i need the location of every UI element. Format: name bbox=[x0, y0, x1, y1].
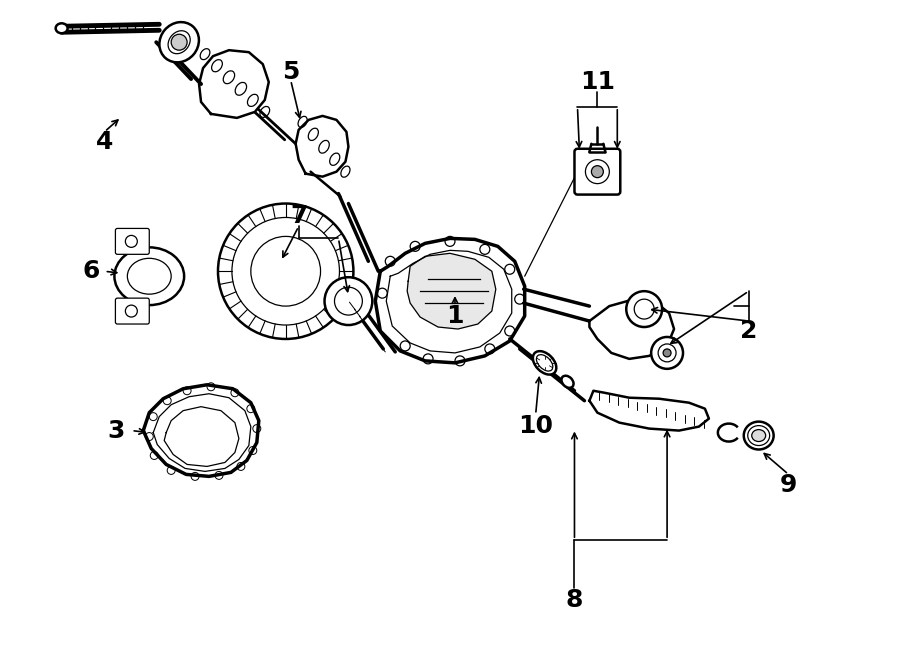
Circle shape bbox=[652, 337, 683, 369]
Polygon shape bbox=[143, 385, 259, 477]
Ellipse shape bbox=[159, 22, 199, 62]
Polygon shape bbox=[407, 253, 496, 329]
Polygon shape bbox=[590, 391, 709, 430]
Text: 1: 1 bbox=[446, 304, 464, 328]
Polygon shape bbox=[590, 299, 674, 359]
Text: 7: 7 bbox=[290, 204, 307, 229]
Polygon shape bbox=[375, 239, 525, 363]
Text: 9: 9 bbox=[780, 473, 797, 497]
Ellipse shape bbox=[562, 375, 573, 388]
Circle shape bbox=[171, 34, 187, 50]
FancyBboxPatch shape bbox=[115, 298, 149, 324]
Circle shape bbox=[325, 277, 373, 325]
Text: 2: 2 bbox=[740, 319, 758, 343]
Text: 10: 10 bbox=[518, 414, 554, 438]
Ellipse shape bbox=[752, 430, 766, 442]
Polygon shape bbox=[199, 50, 269, 118]
Ellipse shape bbox=[533, 351, 556, 375]
Circle shape bbox=[626, 291, 662, 327]
Ellipse shape bbox=[743, 422, 774, 449]
Text: 5: 5 bbox=[282, 60, 300, 84]
FancyBboxPatch shape bbox=[115, 229, 149, 254]
Circle shape bbox=[663, 349, 671, 357]
Ellipse shape bbox=[114, 247, 184, 305]
Text: 4: 4 bbox=[95, 130, 113, 154]
Circle shape bbox=[591, 166, 603, 178]
Text: 6: 6 bbox=[83, 259, 100, 284]
Ellipse shape bbox=[56, 23, 68, 33]
Text: 11: 11 bbox=[580, 70, 615, 94]
FancyBboxPatch shape bbox=[574, 149, 620, 194]
Text: 3: 3 bbox=[108, 418, 125, 443]
Polygon shape bbox=[296, 116, 348, 176]
Text: 8: 8 bbox=[566, 588, 583, 612]
